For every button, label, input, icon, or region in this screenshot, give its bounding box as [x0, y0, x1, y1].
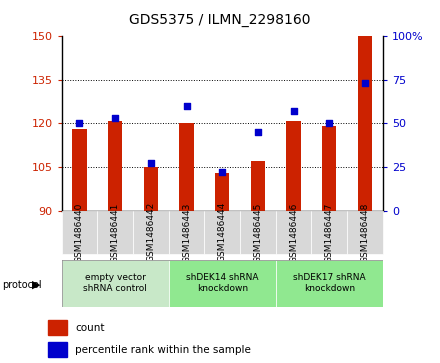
- Text: GSM1486448: GSM1486448: [360, 202, 370, 262]
- Text: protocol: protocol: [2, 280, 42, 290]
- Bar: [169, 211, 204, 254]
- Text: ▶: ▶: [32, 280, 40, 290]
- Point: [183, 103, 190, 109]
- Bar: [62, 260, 169, 307]
- Bar: [97, 211, 133, 254]
- Text: GSM1486441: GSM1486441: [110, 202, 120, 262]
- Bar: [312, 211, 347, 254]
- Point: [147, 160, 154, 166]
- Bar: [72, 129, 87, 211]
- Text: GSM1486444: GSM1486444: [218, 202, 227, 262]
- Bar: [347, 211, 383, 254]
- Bar: [276, 211, 312, 254]
- Point: [112, 115, 119, 121]
- Bar: [169, 260, 276, 307]
- Bar: [48, 320, 67, 335]
- Bar: [322, 126, 337, 211]
- Text: GSM1486440: GSM1486440: [75, 202, 84, 262]
- Bar: [286, 121, 301, 211]
- Bar: [108, 121, 122, 211]
- Text: count: count: [75, 323, 104, 333]
- Bar: [215, 173, 229, 211]
- Point: [76, 121, 83, 126]
- Point: [219, 169, 226, 175]
- Text: GSM1486447: GSM1486447: [325, 202, 334, 262]
- Bar: [62, 211, 97, 254]
- Text: shDEK17 shRNA
knockdown: shDEK17 shRNA knockdown: [293, 273, 366, 293]
- Bar: [144, 167, 158, 211]
- Bar: [133, 211, 169, 254]
- Text: empty vector
shRNA control: empty vector shRNA control: [83, 273, 147, 293]
- Point: [361, 81, 368, 86]
- Point: [254, 129, 261, 135]
- Bar: [276, 260, 383, 307]
- Bar: [251, 161, 265, 211]
- Point: [326, 121, 333, 126]
- Text: GSM1486446: GSM1486446: [289, 202, 298, 262]
- Bar: [180, 123, 194, 211]
- Bar: [204, 211, 240, 254]
- Text: GSM1486445: GSM1486445: [253, 202, 262, 262]
- Text: percentile rank within the sample: percentile rank within the sample: [75, 345, 251, 355]
- Bar: [240, 211, 276, 254]
- Bar: [358, 36, 372, 211]
- Text: GSM1486442: GSM1486442: [147, 202, 155, 262]
- Text: GSM1486443: GSM1486443: [182, 202, 191, 262]
- Bar: [48, 342, 67, 357]
- Text: GDS5375 / ILMN_2298160: GDS5375 / ILMN_2298160: [129, 13, 311, 27]
- Point: [290, 108, 297, 114]
- Text: shDEK14 shRNA
knockdown: shDEK14 shRNA knockdown: [186, 273, 258, 293]
